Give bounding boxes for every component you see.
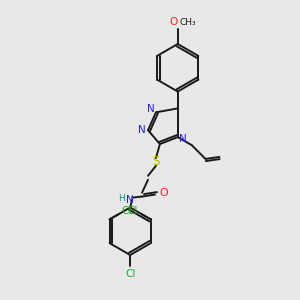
Text: H: H xyxy=(118,194,125,203)
Text: N: N xyxy=(179,134,187,144)
Text: N: N xyxy=(147,104,155,114)
Text: N: N xyxy=(138,125,146,135)
Text: S: S xyxy=(152,155,160,168)
Text: O: O xyxy=(170,17,178,27)
Text: N: N xyxy=(126,194,134,205)
Text: CH₃: CH₃ xyxy=(179,18,196,27)
Text: Cl: Cl xyxy=(121,206,131,216)
Text: Cl: Cl xyxy=(125,269,135,279)
Text: O: O xyxy=(160,188,168,198)
Text: Cl: Cl xyxy=(127,206,137,216)
